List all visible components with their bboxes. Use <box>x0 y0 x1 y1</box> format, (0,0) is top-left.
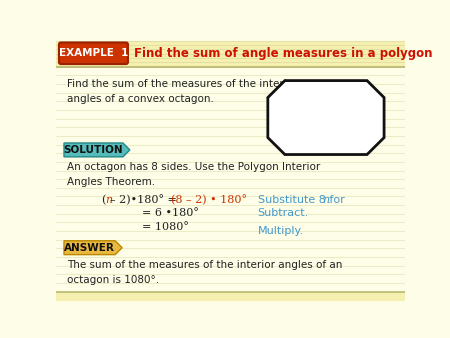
Polygon shape <box>64 143 130 157</box>
FancyBboxPatch shape <box>56 41 405 67</box>
Text: .: . <box>327 195 330 204</box>
Text: Find the sum of the measures of the interior
angles of a convex octagon.: Find the sum of the measures of the inte… <box>67 79 297 104</box>
Text: An octagon has 8 sides. Use the Polygon Interior
Angles Theorem.: An octagon has 8 sides. Use the Polygon … <box>67 162 320 187</box>
FancyBboxPatch shape <box>56 292 405 301</box>
Text: (8 – 2) • 180°: (8 – 2) • 180° <box>171 195 247 205</box>
Text: SOLUTION: SOLUTION <box>63 145 123 155</box>
Text: (: ( <box>101 195 106 205</box>
FancyBboxPatch shape <box>59 43 128 64</box>
Text: – 2)•180° =: – 2)•180° = <box>111 195 181 205</box>
Text: Substitute 8 for: Substitute 8 for <box>258 195 348 204</box>
Text: Subtract.: Subtract. <box>258 209 309 218</box>
Polygon shape <box>268 80 384 154</box>
Text: ANSWER: ANSWER <box>64 243 115 253</box>
Text: Multiply.: Multiply. <box>258 226 304 236</box>
Text: n: n <box>105 195 112 204</box>
Text: n: n <box>322 195 329 204</box>
Polygon shape <box>64 241 122 255</box>
Text: EXAMPLE  1: EXAMPLE 1 <box>59 48 128 58</box>
Text: Find the sum of angle measures in a polygon: Find the sum of angle measures in a poly… <box>134 47 432 60</box>
Text: The sum of the measures of the interior angles of an
octagon is 1080°.: The sum of the measures of the interior … <box>67 260 342 285</box>
Text: = 6 •180°: = 6 •180° <box>141 209 198 218</box>
Text: = 1080°: = 1080° <box>141 222 189 232</box>
